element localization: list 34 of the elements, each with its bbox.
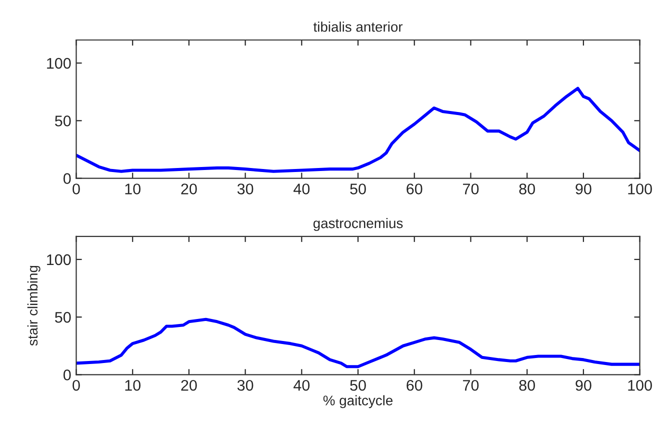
x-tick-label: 30 [237, 184, 254, 194]
x-tick-label: 40 [294, 380, 310, 391]
y-tick-label: 0 [63, 370, 71, 380]
chart-title: tibialis anterior [313, 22, 403, 32]
y-axis-title: stair climbing [27, 266, 40, 346]
x-tick-label: 90 [576, 380, 592, 391]
x-tick-label: 60 [406, 184, 422, 194]
x-tick-label: 10 [125, 380, 140, 391]
x-tick-label: 10 [125, 184, 140, 194]
x-tick-label: 50 [350, 184, 366, 194]
y-tick-label: 100 [47, 254, 71, 266]
line-series [76, 86, 640, 173]
x-tick-label: 30 [237, 380, 254, 391]
x-tick-label: 20 [181, 184, 197, 194]
x-tick-label: 100 [628, 380, 652, 391]
x-tick-label: 0 [72, 184, 80, 194]
x-tick-label: 80 [519, 380, 535, 391]
y-tick-label: 100 [47, 58, 71, 69]
x-tick-label: 70 [463, 380, 479, 391]
x-axis-title: % gaitcycle [323, 395, 393, 408]
x-tick-label: 20 [181, 380, 197, 391]
x-tick-label: 90 [576, 184, 592, 194]
x-tick-label: 100 [628, 184, 652, 194]
x-tick-label: 60 [406, 380, 422, 391]
x-tick-label: 80 [519, 184, 535, 194]
x-tick-label: 70 [463, 184, 479, 194]
chart-title: gastrocnemius [313, 218, 403, 231]
y-tick-label: 50 [55, 312, 71, 323]
x-tick-label: 50 [350, 380, 366, 391]
y-tick-label: 50 [55, 116, 71, 126]
x-tick-label: 40 [294, 184, 310, 194]
y-tick-label: 0 [63, 173, 71, 184]
x-tick-label: 0 [72, 380, 80, 391]
line-series [76, 318, 640, 368]
